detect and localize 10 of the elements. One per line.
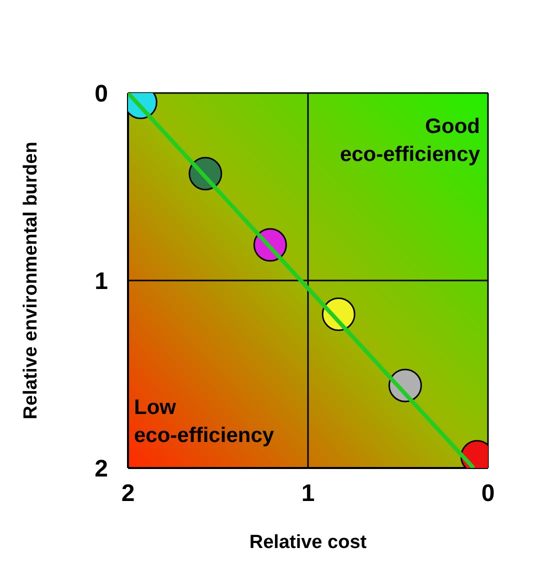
y-tick-label: 2 [94, 456, 108, 483]
annotation: Low eco-efficiency [134, 395, 274, 449]
x-tick-label: 2 [121, 480, 135, 508]
x-tick-label: 0 [481, 480, 495, 508]
y-axis-title: Relative environmental burden [20, 142, 42, 420]
x-tick-label: 1 [301, 480, 315, 508]
x-axis-title: Relative cost [249, 532, 368, 553]
y-tick-label: 0 [94, 80, 108, 108]
annotation: Good eco-efficiency [340, 114, 480, 168]
y-tick-label: 1 [94, 268, 108, 296]
